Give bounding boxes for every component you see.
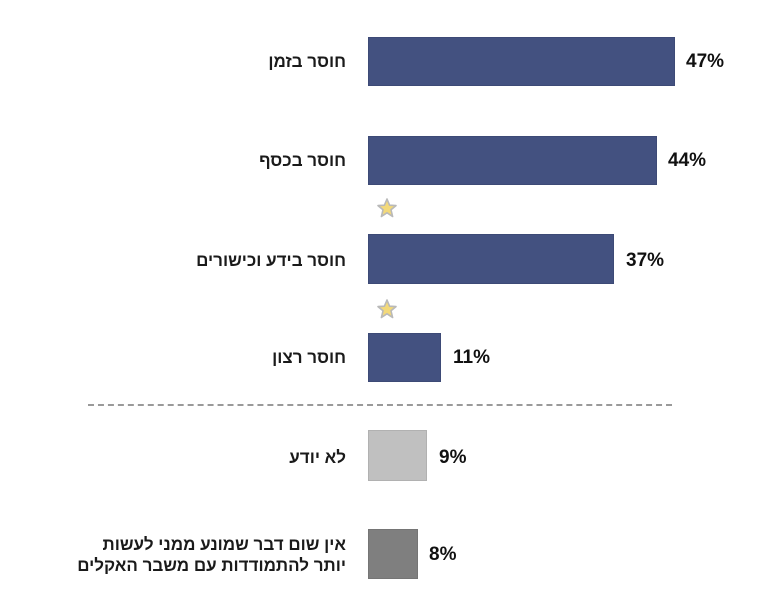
value-label: 8% <box>429 544 457 565</box>
star-icon <box>377 198 397 218</box>
category-label: חוסר בכסף <box>259 151 346 170</box>
dashed-divider <box>88 404 672 406</box>
bar <box>368 234 614 284</box>
bar <box>368 136 657 185</box>
category-label-line-1: אין שום דבר שמונע ממני לעשות <box>102 535 347 554</box>
category-label: חוסר בידע וכישורים <box>196 251 346 270</box>
value-label: 47% <box>686 51 725 72</box>
value-label: 11% <box>453 347 490 368</box>
value-label: 37% <box>626 250 665 271</box>
bar <box>368 529 418 579</box>
category-label-line-2: יותר להתמודדות עם משבר האקלים <box>77 556 346 575</box>
category-label: חוסר בזמן <box>268 52 346 71</box>
category-label: לא יודע <box>289 448 346 467</box>
bar <box>368 37 675 86</box>
value-label: 9% <box>439 447 467 468</box>
star-icon <box>377 299 397 319</box>
bar <box>368 430 427 481</box>
category-label: חוסר רצון <box>272 348 346 367</box>
value-label: 44% <box>668 150 707 171</box>
bar <box>368 333 441 382</box>
